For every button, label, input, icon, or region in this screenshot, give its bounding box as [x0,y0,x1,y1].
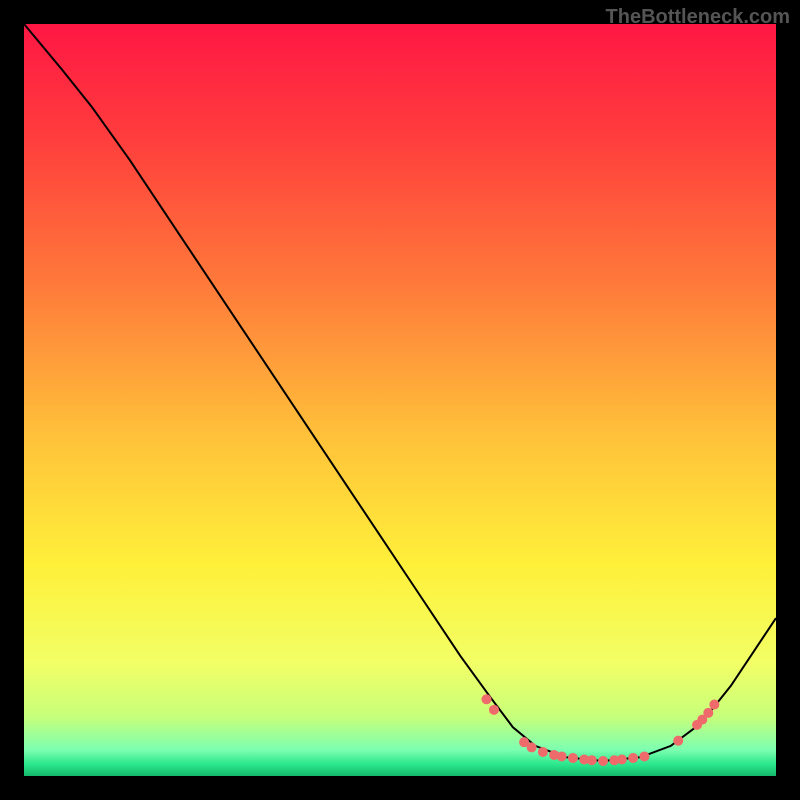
curve-marker [598,756,608,766]
curve-marker [617,754,627,764]
curve-marker [639,751,649,761]
curve-marker [538,747,548,757]
curve-marker [527,742,537,752]
curve-marker [587,755,597,765]
curve-marker [673,736,683,746]
curve-marker [557,751,567,761]
curve-marker [489,705,499,715]
curve-marker [709,700,719,710]
curve-marker [568,753,578,763]
curve-layer [24,24,776,776]
curve-marker [481,694,491,704]
chart-area [24,24,776,776]
watermark-text: TheBottleneck.com [606,6,790,29]
curve-marker [628,753,638,763]
bottleneck-curve [24,24,776,761]
curve-marker [703,708,713,718]
